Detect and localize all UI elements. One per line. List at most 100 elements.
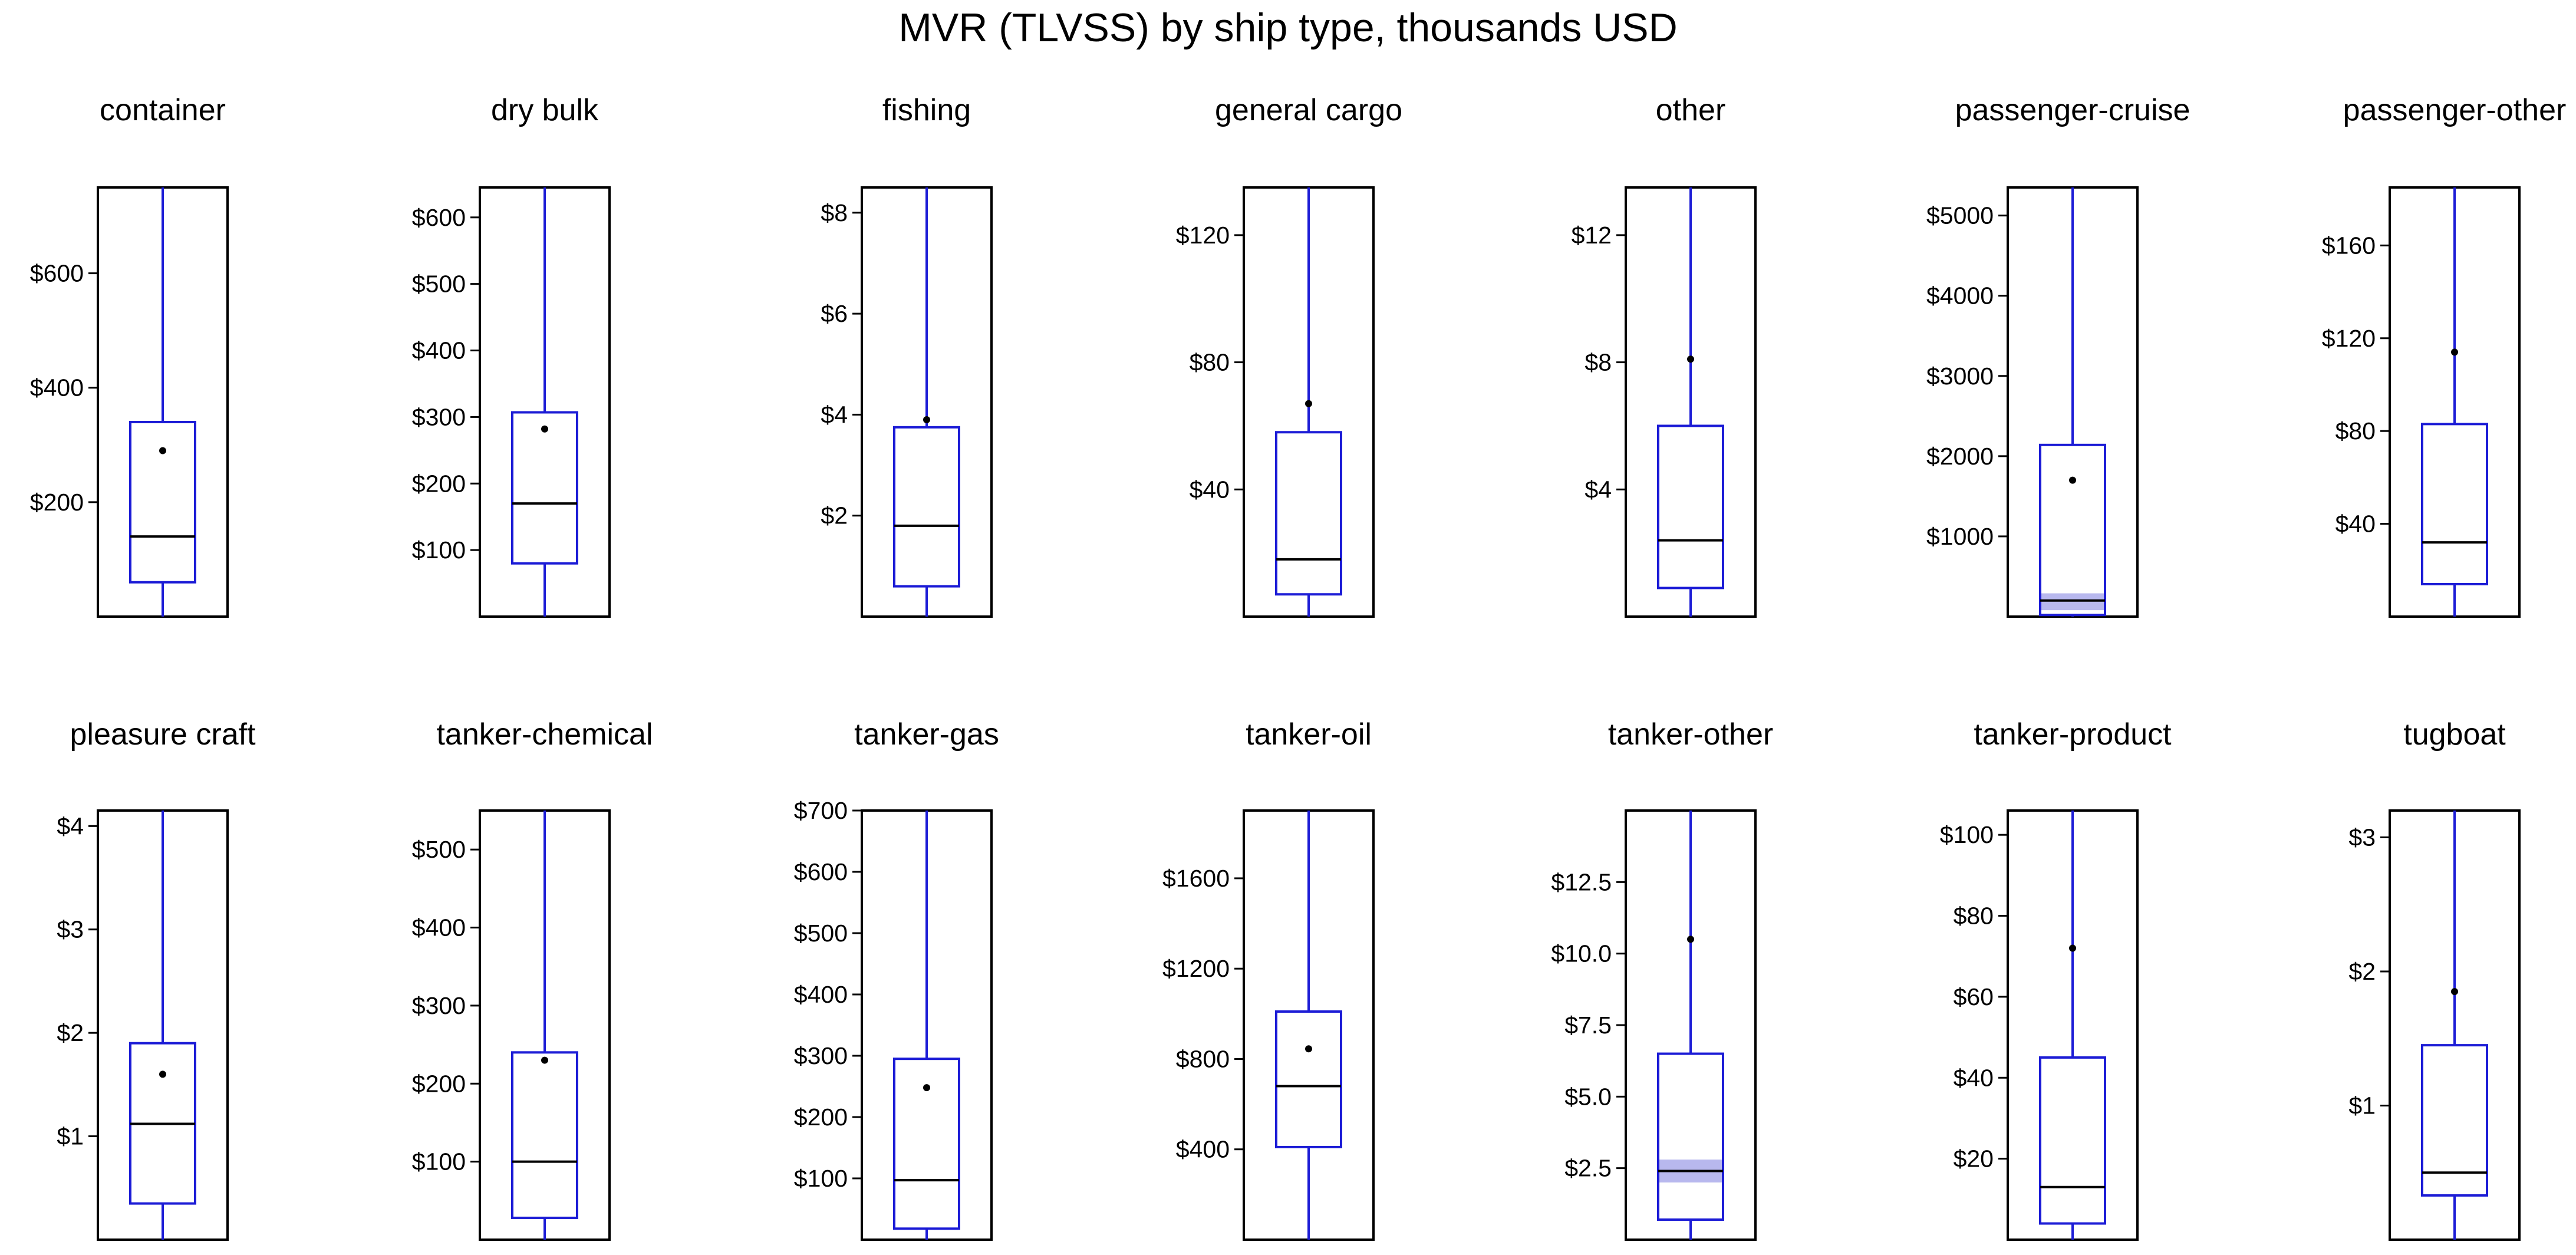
panel-1: dry bulk $100 $200 $300 $400 $500 $600 [412, 93, 611, 618]
panels: container $200 $400 $600 dry bulk $100 $200 $30… [30, 93, 2567, 1241]
y-tick-label: $1 [57, 1123, 84, 1150]
mean-point [159, 1070, 166, 1078]
y-tick-label: $8 [821, 199, 848, 226]
y-tick-label: $120 [1176, 222, 1230, 249]
y-tick-label: $8 [1585, 349, 1612, 376]
mean-point [2451, 348, 2458, 356]
y-tick-label: $100 [412, 1148, 466, 1175]
mean-point [159, 447, 166, 454]
mean-point [1687, 355, 1694, 363]
y-tick-label: $3 [57, 916, 84, 943]
y-tick-label: $500 [794, 920, 848, 947]
mean-point [1687, 936, 1694, 943]
y-tick-label: $500 [412, 836, 466, 863]
panel-11: tanker-other $2.5 $5.0 $7.5 $10.0 $12.5 [1551, 717, 1773, 1241]
y-tick-label: $4000 [1926, 282, 1994, 309]
mean-point [923, 1084, 930, 1092]
y-tick-label: $40 [1190, 476, 1230, 503]
mean-point [1305, 1045, 1312, 1053]
panel-6: passenger-other $40 $80 $120 $160 [2322, 93, 2567, 618]
y-tick-label: $20 [1954, 1145, 1994, 1172]
mean-point [2451, 988, 2458, 996]
y-tick-label: $800 [1176, 1045, 1230, 1072]
iqr-box [893, 1058, 960, 1230]
y-tick-label: $500 [412, 271, 466, 298]
y-tick-label: $300 [794, 1042, 848, 1069]
y-tick-label: $6 [821, 300, 848, 327]
mean-point [923, 416, 930, 423]
iqr-box [1657, 424, 1724, 589]
panel-5: passenger-cruise $1000 $2000 $3000 $4000 $500… [1926, 93, 2190, 618]
y-tick-label: $200 [412, 470, 466, 497]
chart-title: MVR (TLVSS) by ship type, thousands USD [898, 5, 1677, 50]
panel-12: tanker-product $20 $40 $60 $80 $100 [1940, 717, 2172, 1241]
panel-title: tanker-gas [854, 717, 999, 752]
y-tick-label: $4 [57, 812, 84, 839]
panel-title: passenger-cruise [1955, 93, 2190, 127]
panel-title: general cargo [1215, 93, 1402, 127]
panel-13: tugboat $1 $2 $3 [2348, 717, 2521, 1241]
panel-2: fishing $2 $4 $6 $8 [821, 93, 993, 618]
y-tick-label: $400 [794, 981, 848, 1008]
panel-title: passenger-other [2343, 93, 2567, 127]
y-tick-label: $400 [1176, 1136, 1230, 1163]
y-tick-label: $5000 [1926, 202, 1994, 229]
y-tick-label: $400 [412, 337, 466, 364]
y-tick-label: $160 [2322, 232, 2376, 259]
panel-title: tugboat [2403, 717, 2506, 752]
iqr-box [511, 1051, 578, 1219]
panel-10: tanker-oil $400 $800 $1200 $1600 [1162, 717, 1375, 1241]
y-tick-label: $300 [412, 992, 466, 1019]
mean-point [1305, 400, 1312, 407]
y-tick-label: $3000 [1926, 363, 1994, 390]
y-tick-label: $400 [412, 914, 466, 941]
y-tick-label: $4 [821, 401, 848, 428]
y-tick-label: $600 [794, 858, 848, 885]
y-tick-label: $10.0 [1551, 940, 1612, 967]
iqr-box [2421, 1044, 2488, 1197]
y-tick-label: $1600 [1162, 865, 1230, 892]
y-tick-label: $600 [30, 260, 84, 287]
y-tick-label: $200 [412, 1070, 466, 1097]
panel-title: container [100, 93, 226, 127]
y-tick-label: $120 [2322, 325, 2376, 352]
median-ci-band [2040, 593, 2105, 611]
iqr-box [2039, 443, 2106, 617]
panel-title: pleasure craft [70, 717, 256, 752]
y-tick-label: $100 [412, 536, 466, 564]
y-tick-label: $1000 [1926, 523, 1994, 550]
y-tick-label: $300 [412, 403, 466, 430]
panel-title: tanker-other [1608, 717, 1773, 752]
y-tick-label: $2 [821, 502, 848, 529]
panel-title: tanker-oil [1246, 717, 1372, 752]
y-tick-label: $12.5 [1551, 868, 1612, 895]
panel-7: pleasure craft $1 $2 $3 $4 [57, 717, 256, 1241]
panel-9: tanker-gas $100 $200 $300 $400 $500 $600 $700 [794, 717, 999, 1241]
panel-title: tanker-chemical [436, 717, 653, 752]
y-tick-label: $2.5 [1564, 1155, 1612, 1182]
y-tick-label: $200 [794, 1104, 848, 1131]
y-tick-label: $12 [1572, 222, 1612, 249]
y-tick-label: $3 [2348, 824, 2376, 851]
y-tick-label: $200 [30, 489, 84, 516]
iqr-box [893, 426, 960, 588]
panel-8: tanker-chemical $100 $200 $300 $400 $500 [412, 717, 653, 1241]
panel-3: general cargo $40 $80 $120 [1176, 93, 1402, 618]
panel-title: dry bulk [491, 93, 599, 127]
panel-title: fishing [882, 93, 971, 127]
y-tick-label: $60 [1954, 983, 1994, 1010]
y-tick-label: $80 [2335, 417, 2376, 444]
iqr-box [511, 411, 578, 565]
y-tick-label: $40 [1954, 1064, 1994, 1091]
y-tick-label: $2000 [1926, 443, 1994, 470]
y-tick-label: $100 [794, 1165, 848, 1192]
y-tick-label: $2 [2348, 958, 2376, 985]
panel-4: other $4 $8 $12 [1572, 93, 1757, 618]
iqr-box [129, 420, 196, 584]
y-tick-label: $7.5 [1564, 1012, 1612, 1039]
mean-point [541, 1056, 548, 1064]
y-tick-label: $600 [412, 204, 466, 231]
iqr-box [2421, 423, 2488, 585]
y-tick-label: $4 [1585, 476, 1612, 503]
